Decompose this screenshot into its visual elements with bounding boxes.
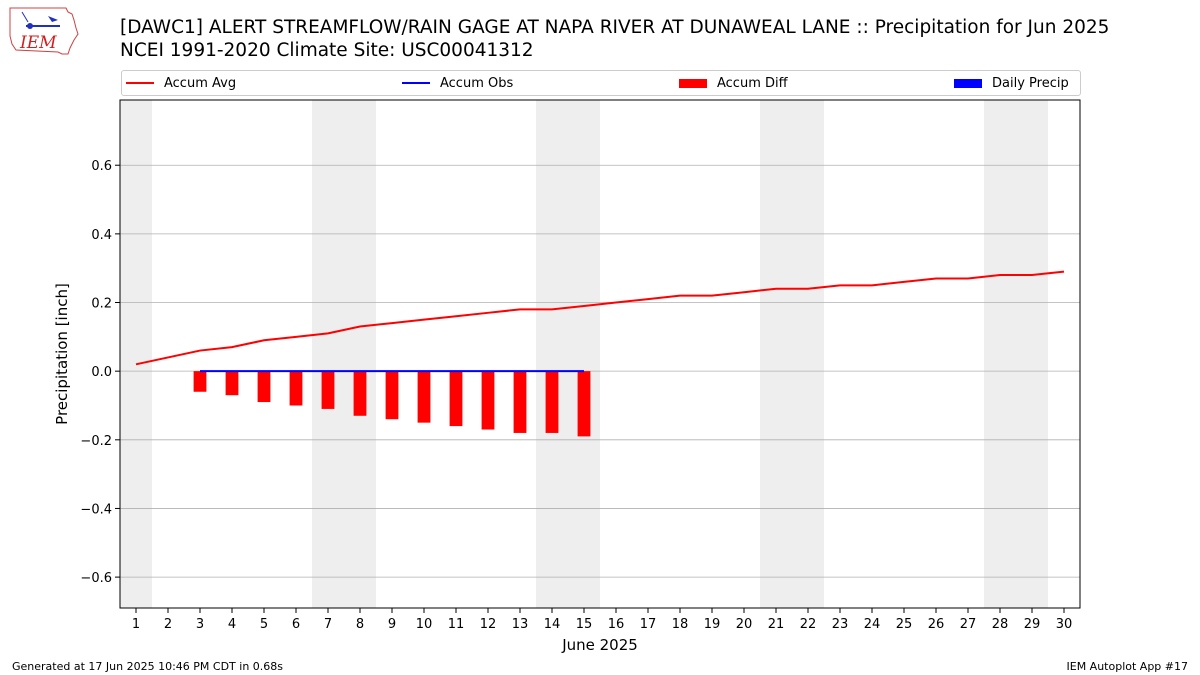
x-tick-label: 14 — [544, 617, 561, 632]
legend-label-daily-precip: Daily Precip — [992, 75, 1069, 91]
y-axis-label: Precipitation [inch] — [53, 283, 71, 425]
chart-subtitle: NCEI 1991-2020 Climate Site: USC00041312 — [120, 40, 534, 61]
x-tick-label: 13 — [512, 617, 529, 632]
weekend-shade-0 — [120, 100, 152, 608]
x-tick-label: 4 — [228, 617, 236, 632]
y-tick-label: −0.4 — [80, 502, 112, 517]
x-tick-label: 1 — [132, 617, 140, 632]
x-tick-label: 30 — [1056, 617, 1073, 632]
legend-label-accum-avg: Accum Avg — [164, 75, 237, 91]
x-tick-label: 7 — [324, 617, 332, 632]
legend-item-accum-diff: Accum Diff — [679, 71, 788, 95]
x-tick-label: 19 — [704, 617, 721, 632]
y-tick-label: −0.2 — [80, 434, 112, 449]
weekend-shade-1 — [312, 100, 376, 608]
x-tick-label: 29 — [1024, 617, 1041, 632]
x-tick-label: 6 — [292, 617, 300, 632]
x-tick-label: 26 — [928, 617, 945, 632]
legend-swatch-daily-precip — [954, 78, 982, 88]
iem-logo: IEM — [9, 7, 79, 55]
x-tick-label: 17 — [640, 617, 657, 632]
legend-label-accum-diff: Accum Diff — [717, 75, 788, 91]
x-tick-label: 8 — [356, 617, 364, 632]
accum-diff-bar — [225, 371, 239, 396]
chart-title: [DAWC1] ALERT STREAMFLOW/RAIN GAGE AT NA… — [120, 17, 1110, 38]
x-tick-label: 9 — [388, 617, 396, 632]
x-tick-label: 10 — [416, 617, 433, 632]
legend-item-accum-avg: Accum Avg — [126, 71, 236, 95]
accum-diff-bar — [417, 371, 431, 423]
x-tick-label: 12 — [480, 617, 497, 632]
legend-swatch-accum-obs — [402, 82, 430, 84]
y-tick-label: −0.6 — [80, 571, 112, 586]
x-tick-label: 3 — [196, 617, 204, 632]
legend: Accum Avg Accum Obs Accum Diff Daily Pre… — [121, 70, 1081, 96]
x-tick-label: 21 — [768, 617, 785, 632]
legend-item-accum-obs: Accum Obs — [402, 71, 513, 95]
accum-diff-bar — [449, 371, 463, 427]
legend-swatch-accum-avg — [126, 82, 154, 84]
weekend-shade-4 — [984, 100, 1048, 608]
x-tick-label: 15 — [576, 617, 593, 632]
accum-diff-bar — [545, 371, 559, 433]
accum-avg-line — [135, 270, 1065, 366]
accum-diff-bar — [513, 371, 527, 433]
accum-diff-bar — [481, 371, 495, 430]
accum-diff-bar — [321, 371, 335, 409]
weekend-shade-3 — [760, 100, 824, 608]
accum-diff-bar — [385, 371, 399, 420]
y-tick-label: 0.0 — [91, 365, 112, 380]
weekend-shade-2 — [536, 100, 600, 608]
accum-diff-bar — [193, 371, 207, 392]
x-tick-label: 2 — [164, 617, 172, 632]
accum-diff-bar — [353, 371, 367, 416]
x-tick-label: 16 — [608, 617, 625, 632]
legend-label-accum-obs: Accum Obs — [440, 75, 514, 91]
logo-text: IEM — [19, 33, 57, 53]
footer-generated: Generated at 17 Jun 2025 10:46 PM CDT in… — [12, 660, 284, 673]
x-tick-label: 24 — [864, 617, 881, 632]
x-tick-label: 20 — [736, 617, 753, 632]
x-tick-label: 23 — [832, 617, 849, 632]
x-tick-label: 11 — [448, 617, 465, 632]
y-tick-label: 0.6 — [91, 159, 112, 174]
legend-swatch-accum-diff — [679, 78, 707, 88]
footer-app: IEM Autoplot App #17 — [1066, 660, 1189, 673]
x-tick-label: 5 — [260, 617, 268, 632]
y-tick-label: 0.2 — [91, 297, 112, 312]
plot-frame — [119, 99, 1081, 609]
accum-diff-bar — [577, 371, 591, 437]
x-tick-label: 25 — [896, 617, 913, 632]
legend-item-daily-precip: Daily Precip — [954, 71, 1069, 95]
x-tick-label: 28 — [992, 617, 1009, 632]
accum-diff-bar — [289, 371, 303, 406]
x-tick-label: 22 — [800, 617, 817, 632]
x-tick-label: 27 — [960, 617, 977, 632]
x-tick-label: 18 — [672, 617, 689, 632]
y-tick-label: 0.4 — [91, 228, 112, 243]
x-axis-label: June 2025 — [561, 636, 638, 654]
accum-diff-bar — [257, 371, 271, 403]
